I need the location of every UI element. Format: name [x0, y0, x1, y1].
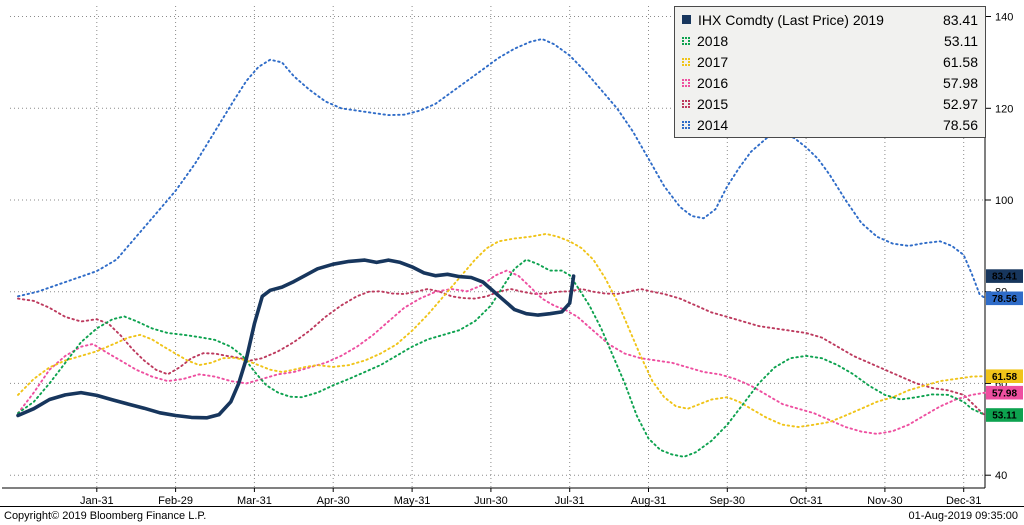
- price-badge-label-2014: 78.56: [992, 294, 1017, 305]
- legend-label: 2016: [697, 74, 729, 91]
- legend-marker-icon: [682, 57, 690, 66]
- x-tick-label: May-31: [394, 495, 431, 506]
- legend-label: 2014: [697, 116, 729, 133]
- series-line-2015: [17, 288, 986, 417]
- price-badge-label-2016: 57.98: [992, 388, 1017, 399]
- x-tick-label: Jun-30: [474, 495, 508, 506]
- x-tick-label: Dec-31: [946, 495, 981, 506]
- x-tick-label: Sep-30: [710, 495, 745, 506]
- legend-marker-icon: [682, 120, 690, 129]
- price-badge-2017: [986, 369, 1023, 383]
- legend-value: 83.41: [942, 11, 978, 28]
- x-tick-label: Nov-30: [867, 495, 902, 506]
- legend-row-2019[interactable]: IHX Comdty (Last Price) 2019 83.41: [682, 9, 978, 30]
- timestamp-text: 01-Aug-2019 09:35:00: [908, 510, 1018, 522]
- series-line-2014: [17, 38, 986, 300]
- legend-row-2014[interactable]: 2014 78.56: [682, 114, 978, 135]
- x-tick-label: Aug-31: [631, 495, 666, 506]
- x-tick-label: Apr-30: [317, 495, 350, 506]
- legend-value: 53.11: [944, 32, 978, 49]
- legend-row-2018[interactable]: 2018 53.11: [682, 30, 978, 51]
- x-tick-label: Oct-31: [790, 495, 823, 506]
- legend-label: 2018: [697, 32, 729, 49]
- price-badge-2019: [986, 269, 1023, 283]
- footer-separator: [0, 506, 1024, 507]
- y-tick-label: 100: [995, 195, 1013, 207]
- y-tick-label: 120: [995, 103, 1013, 115]
- legend-value: 78.56: [942, 116, 978, 133]
- legend-marker-icon: [682, 78, 690, 87]
- price-badge-label-2019: 83.41: [992, 272, 1017, 283]
- legend-row-2017[interactable]: 2017 61.58: [682, 51, 978, 72]
- legend-row-2015[interactable]: 2015 52.97: [682, 93, 978, 114]
- price-badge-label-2017: 61.58: [992, 372, 1017, 383]
- legend: IHX Comdty (Last Price) 2019 83.41 2018 53.…: [674, 6, 986, 138]
- y-tick-label: 140: [995, 12, 1013, 24]
- price-badge-2014: [986, 291, 1023, 306]
- legend-row-2016[interactable]: 2016 57.98: [682, 72, 978, 93]
- legend-value: 52.97: [942, 95, 978, 112]
- x-tick-label: Feb-29: [158, 495, 193, 506]
- legend-value: 57.98: [942, 74, 978, 91]
- price-badge-label-2018: 53.11: [992, 411, 1017, 422]
- legend-label: 2017: [697, 53, 729, 70]
- legend-label: IHX Comdty (Last Price) 2019: [698, 11, 884, 28]
- legend-value: 61.58: [942, 53, 978, 70]
- copyright-text: Copyright© 2019 Bloomberg Finance L.P.: [4, 510, 207, 522]
- legend-marker-icon: [682, 15, 691, 24]
- price-badge-2018: [986, 408, 1023, 422]
- series-line-2017: [17, 232, 986, 428]
- series-line-2016: [17, 269, 986, 435]
- legend-marker-icon: [682, 99, 690, 108]
- y-tick-label: 40: [995, 470, 1007, 482]
- x-tick-label: Mar-31: [237, 495, 272, 506]
- series-line-2019: [16, 258, 576, 420]
- x-tick-label: Jul-31: [555, 495, 585, 506]
- price-badge-2016: [986, 385, 1023, 400]
- legend-marker-icon: [682, 36, 690, 45]
- x-tick-label: Jan-31: [80, 495, 114, 506]
- legend-label: 2015: [697, 95, 729, 112]
- series-line-2018: [17, 258, 986, 458]
